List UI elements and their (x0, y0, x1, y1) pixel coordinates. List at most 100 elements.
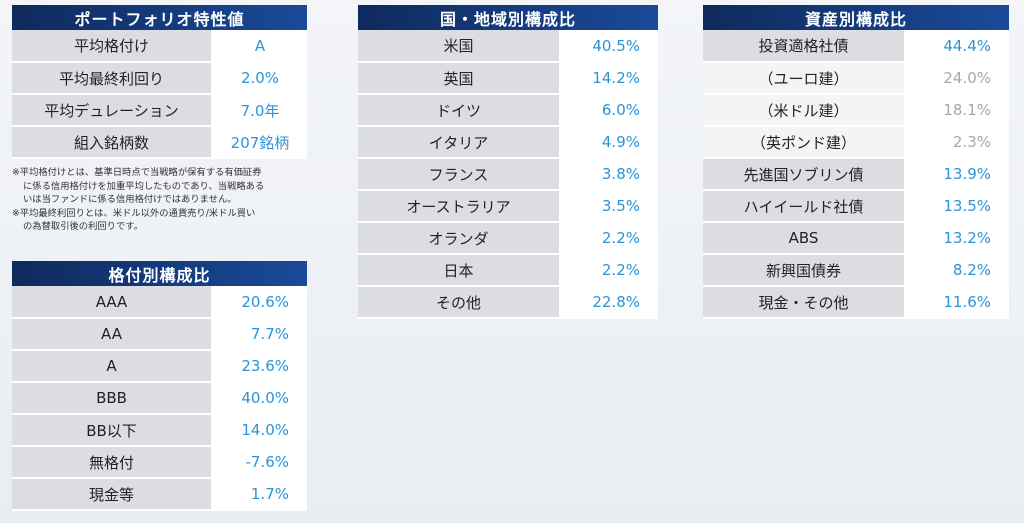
row-value: 14.0% (212, 414, 307, 447)
row-label: 現金・その他 (703, 286, 906, 319)
row-value: 13.5% (905, 190, 1009, 223)
note-line: に係る信用格付けを加重平均したものであり、当戦略ある (23, 180, 265, 192)
row-value: 44.4% (905, 30, 1009, 63)
row-value: 1.7% (212, 478, 307, 511)
row-value: 11.6% (905, 286, 1009, 319)
table-row: （米ドル建） 18.1% (703, 94, 1009, 127)
characteristics-notes: ※平均格付けとは、基準日時点で当戦略が保有する有価証券 に係る信用格付けを加重平… (12, 166, 264, 234)
row-value: 2.2% (560, 254, 658, 287)
row-value: 2.3% (905, 126, 1009, 159)
portfolio-characteristics-panel: ポートフォリオ特性値 平均格付け A 平均最終利回り 2.0% 平均デュレーション 7.0… (12, 5, 307, 159)
row-label: 投資適格社債 (703, 30, 906, 63)
table-row: オランダ 2.2% (358, 222, 658, 255)
row-label: イタリア (358, 126, 561, 159)
row-value: 22.8% (560, 286, 658, 319)
row-label: 現金等 (12, 478, 213, 511)
table-row: AAA 20.6% (12, 286, 307, 319)
row-value: 13.2% (905, 222, 1009, 255)
table-row: 無格付 -7.6% (12, 446, 307, 479)
row-label: その他 (358, 286, 561, 319)
asset-breakdown-title: 資産別構成比 (703, 5, 1009, 30)
country-breakdown-table: 米国 40.5% 英国 14.2% ドイツ 6.0% イタリア 4.9% フランス 3.8% オース… (358, 30, 658, 319)
row-label: 組入銘柄数 (12, 126, 213, 159)
table-row: AA 7.7% (12, 318, 307, 351)
table-row: 平均デュレーション 7.0年 (12, 94, 307, 127)
table-row: ドイツ 6.0% (358, 94, 658, 127)
row-label: 英国 (358, 62, 561, 95)
table-row: 平均最終利回り 2.0% (12, 62, 307, 95)
row-value: 207銘柄 (212, 126, 307, 159)
table-row: フランス 3.8% (358, 158, 658, 191)
table-row: 平均格付け A (12, 30, 307, 63)
portfolio-characteristics-title: ポートフォリオ特性値 (12, 5, 307, 30)
note-line: いは当ファンドに係る信用格付けではありません。 (23, 194, 237, 205)
row-label: 平均デュレーション (12, 94, 213, 127)
row-value: 2.2% (560, 222, 658, 255)
table-row: ABS 13.2% (703, 222, 1009, 255)
row-value: 40.0% (212, 382, 307, 415)
table-row: 現金等 1.7% (12, 478, 307, 511)
portfolio-characteristics-table: 平均格付け A 平均最終利回り 2.0% 平均デュレーション 7.0年 組入銘柄数 207銘柄 (12, 30, 307, 159)
table-row: （ユーロ建） 24.0% (703, 62, 1009, 95)
rating-breakdown-table: AAA 20.6% AA 7.7% A 23.6% BBB 40.0% BB以下 14.0% 無格付… (12, 286, 307, 511)
table-row: （英ポンド建） 2.3% (703, 126, 1009, 159)
row-label: ドイツ (358, 94, 561, 127)
row-label: A (12, 350, 213, 383)
row-value: 14.2% (560, 62, 658, 95)
row-value: 18.1% (905, 94, 1009, 127)
row-label: （ユーロ建） (703, 62, 906, 95)
row-label: 日本 (358, 254, 561, 287)
table-row: ハイイールド社債 13.5% (703, 190, 1009, 223)
row-value: 2.0% (212, 62, 307, 95)
country-breakdown-title: 国・地域別構成比 (358, 5, 658, 30)
table-row: 現金・その他 11.6% (703, 286, 1009, 319)
asset-breakdown-panel: 資産別構成比 投資適格社債 44.4% （ユーロ建） 24.0% （米ドル建） 18.1%… (703, 5, 1009, 319)
rating-breakdown-panel: 格付別構成比 AAA 20.6% AA 7.7% A 23.6% BBB 40.0% BB以下 1… (12, 261, 307, 511)
row-label: フランス (358, 158, 561, 191)
table-row: 英国 14.2% (358, 62, 658, 95)
row-value: 40.5% (560, 30, 658, 63)
country-breakdown-panel: 国・地域別構成比 米国 40.5% 英国 14.2% ドイツ 6.0% イタリア 4.9% フラ… (358, 5, 658, 319)
row-label: AAA (12, 286, 213, 319)
row-value: 20.6% (212, 286, 307, 319)
row-label: BB以下 (12, 414, 213, 447)
table-row: 日本 2.2% (358, 254, 658, 287)
row-label: オーストラリア (358, 190, 561, 223)
row-label: 先進国ソブリン債 (703, 158, 906, 191)
row-label: ABS (703, 222, 906, 255)
row-value: 7.0年 (212, 94, 307, 127)
row-value: 4.9% (560, 126, 658, 159)
row-value: 13.9% (905, 158, 1009, 191)
table-row: その他 22.8% (358, 286, 658, 319)
table-row: BBB 40.0% (12, 382, 307, 415)
note-line: ※平均格付けとは、基準日時点で当戦略が保有する有価証券 (12, 167, 262, 178)
rating-breakdown-title: 格付別構成比 (12, 261, 307, 286)
row-value: 3.8% (560, 158, 658, 191)
row-label: 平均最終利回り (12, 62, 213, 95)
table-row: 組入銘柄数 207銘柄 (12, 126, 307, 159)
table-row: 投資適格社債 44.4% (703, 30, 1009, 63)
row-label: （英ポンド建） (703, 126, 906, 159)
row-value: A (212, 30, 307, 63)
row-value: -7.6% (212, 446, 307, 479)
asset-breakdown-table: 投資適格社債 44.4% （ユーロ建） 24.0% （米ドル建） 18.1% （英ポンド建）… (703, 30, 1009, 319)
row-label: 米国 (358, 30, 561, 63)
row-value: 23.6% (212, 350, 307, 383)
table-row: A 23.6% (12, 350, 307, 383)
row-value: 7.7% (212, 318, 307, 351)
table-row: 新興国債券 8.2% (703, 254, 1009, 287)
row-label: 無格付 (12, 446, 213, 479)
table-row: 先進国ソブリン債 13.9% (703, 158, 1009, 191)
row-label: AA (12, 318, 213, 351)
table-row: 米国 40.5% (358, 30, 658, 63)
row-value: 8.2% (905, 254, 1009, 287)
row-value: 24.0% (905, 62, 1009, 95)
table-row: BB以下 14.0% (12, 414, 307, 447)
row-label: 新興国債券 (703, 254, 906, 287)
table-row: オーストラリア 3.5% (358, 190, 658, 223)
row-label: 平均格付け (12, 30, 213, 63)
row-label: ハイイールド社債 (703, 190, 906, 223)
row-label: BBB (12, 382, 213, 415)
note-line: ※平均最終利回りとは、米ドル以外の通貨売り/米ドル買い (12, 207, 256, 219)
table-row: イタリア 4.9% (358, 126, 658, 159)
